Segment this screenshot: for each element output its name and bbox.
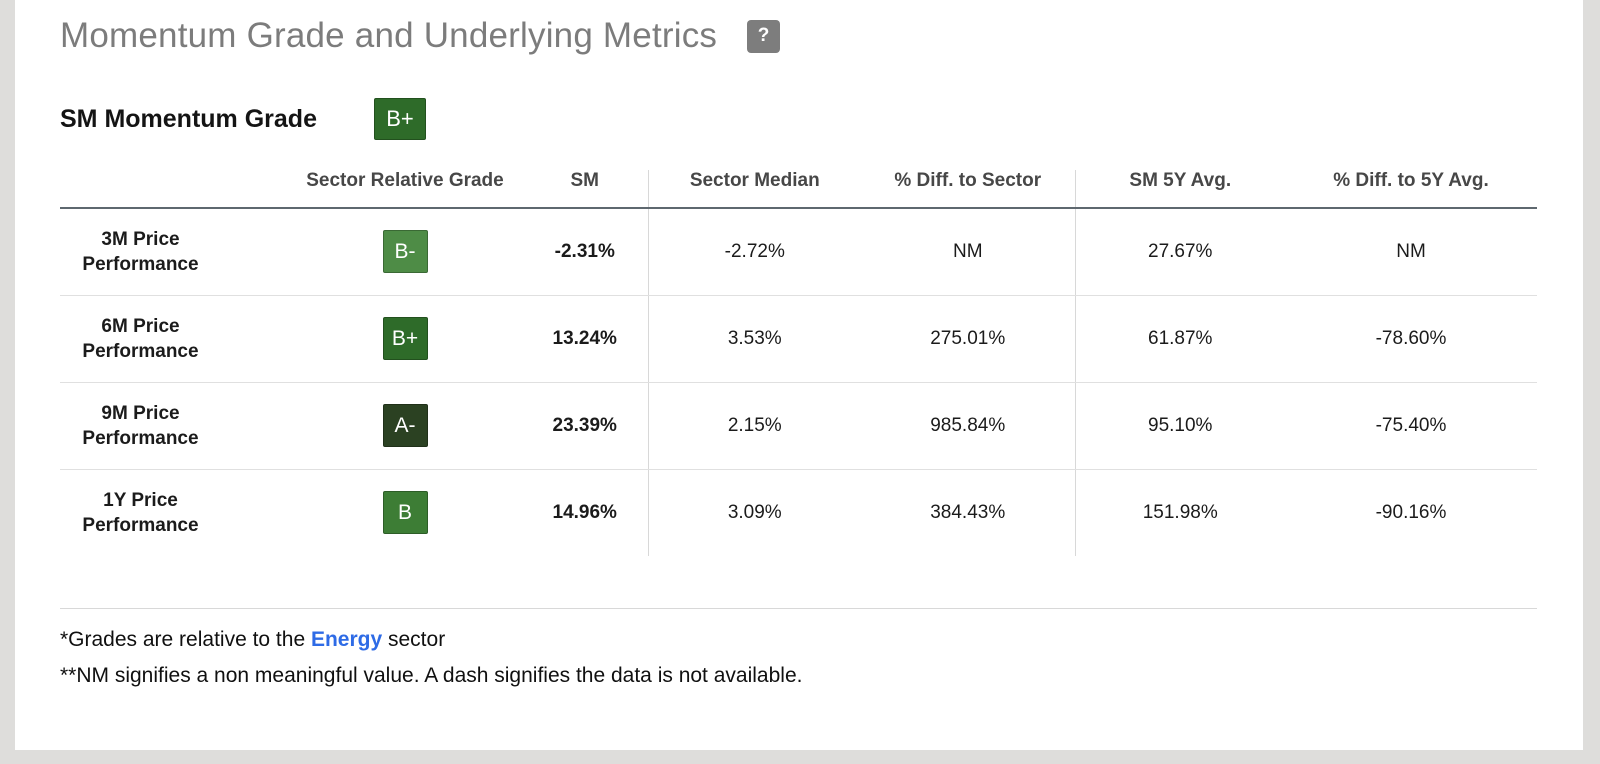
footnote-sector-prefix: *Grades are relative to the <box>60 628 311 651</box>
summary-row: SM Momentum Grade B+ <box>60 98 1583 140</box>
footnote-sector: *Grades are relative to the Energy secto… <box>60 622 1583 658</box>
help-icon[interactable]: ? <box>747 19 781 53</box>
sector-median-value: -2.72% <box>647 208 861 296</box>
sm-5y-avg-value: 95.10% <box>1074 382 1285 470</box>
grade-badge[interactable]: B- <box>382 230 428 274</box>
sm-5y-avg-value: 61.87% <box>1074 295 1285 383</box>
sm-value: 23.39% <box>522 382 648 470</box>
row-label: 6M Price Performance <box>60 295 288 383</box>
sector-median-value: 3.53% <box>647 295 861 383</box>
diff-to-sector-value: 275.01% <box>861 295 1075 383</box>
table-row-1y: 1Y Price Performance B 14.96% 3.09% 384.… <box>60 469 1537 556</box>
row-label: 9M Price Performance <box>60 382 288 470</box>
col-header-diff-to-sector: % Diff. to Sector <box>861 170 1075 209</box>
header-row: Sector Relative Grade SM Sector Median %… <box>60 170 1537 209</box>
page-title: Momentum Grade and Underlying Metrics <box>60 16 718 55</box>
title-row: Momentum Grade and Underlying Metrics ? <box>60 12 1583 60</box>
sector-median-value: 3.09% <box>647 469 861 556</box>
diff-to-5y-avg-value: -78.60% <box>1285 295 1537 383</box>
diff-to-sector-value: 384.43% <box>930 501 1006 523</box>
momentum-metrics-table: Sector Relative Grade SM Sector Median %… <box>60 170 1537 556</box>
summary-grade-badge[interactable]: B+ <box>373 98 426 140</box>
col-header-sm-5y-avg: SM 5Y Avg. <box>1074 170 1285 209</box>
footnote-sector-suffix: sector <box>382 628 446 651</box>
diff-to-sector-value: NM <box>861 208 1075 296</box>
grade-cell: B- <box>288 208 522 296</box>
grade-cell: B+ <box>288 295 522 383</box>
col-header-sector-median: Sector Median <box>647 170 861 209</box>
sm-5y-avg-value: 27.67% <box>1074 208 1285 296</box>
grade-badge[interactable]: B <box>382 491 428 535</box>
diff-to-5y-avg-value: -75.40% <box>1285 382 1537 470</box>
sm-5y-avg-value: 151.98% <box>1074 469 1285 556</box>
col-header-empty <box>60 170 288 209</box>
table-row-3m: 3M Price Performance B- -2.31% -2.72% NM… <box>60 208 1537 296</box>
row-label: 3M Price Performance <box>60 208 288 296</box>
table-row-9m: 9M Price Performance A- 23.39% 2.15% 985… <box>60 382 1537 470</box>
momentum-grade-card: Momentum Grade and Underlying Metrics ? … <box>15 0 1583 750</box>
sm-value: 14.96% <box>552 501 617 523</box>
footer-divider <box>60 608 1537 609</box>
diff-to-5y-avg-value: NM <box>1285 208 1537 296</box>
sm-value: -2.31% <box>522 208 648 296</box>
sm-value: 13.24% <box>522 295 648 383</box>
row-label: 1Y Price Performance <box>82 489 199 536</box>
footnotes: *Grades are relative to the Energy secto… <box>60 622 1583 694</box>
footnote-nm: **NM signifies a non meaningful value. A… <box>60 664 803 687</box>
grade-cell: A- <box>288 382 522 470</box>
col-header-sector-relative-grade: Sector Relative Grade <box>288 170 522 209</box>
grade-badge[interactable]: A- <box>382 404 428 447</box>
diff-to-5y-avg-value: -90.16% <box>1375 501 1447 523</box>
table-row-6m: 6M Price Performance B+ 13.24% 3.53% 275… <box>60 295 1537 383</box>
sector-link[interactable]: Energy <box>310 628 383 651</box>
col-header-sm: SM <box>522 170 648 209</box>
summary-grade-label: SM Momentum Grade <box>60 104 317 133</box>
grade-cell: B <box>288 469 522 556</box>
col-header-diff-to-5y-avg: % Diff. to 5Y Avg. <box>1285 170 1537 209</box>
grade-badge[interactable]: B+ <box>382 317 428 360</box>
sector-median-value: 2.15% <box>647 382 861 470</box>
diff-to-sector-value: 985.84% <box>861 382 1075 470</box>
